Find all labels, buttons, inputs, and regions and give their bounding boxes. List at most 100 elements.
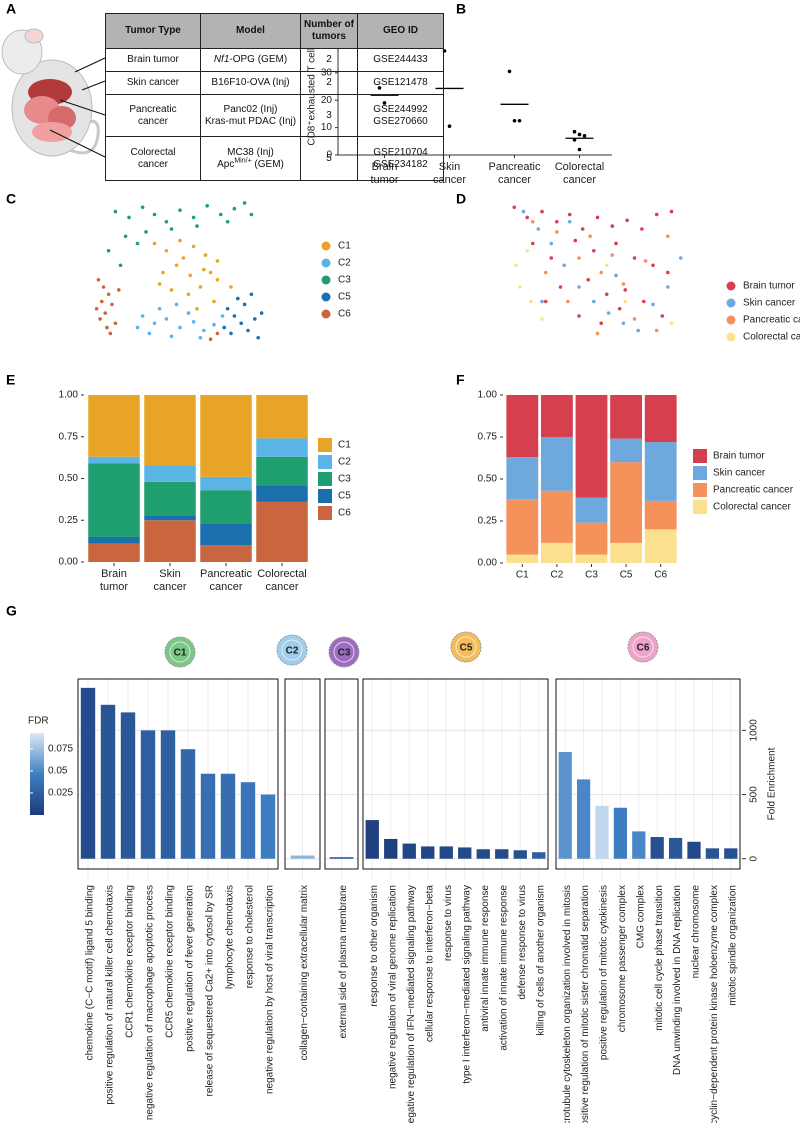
- bar-segment: [200, 545, 252, 562]
- term-label: chemokine (C−C motif) ligand 5 binding: [85, 885, 96, 1060]
- point: [669, 209, 674, 214]
- x-tick-label: Colorectal cancer: [554, 161, 605, 186]
- term-label: response to other organism: [369, 885, 380, 1007]
- point: [152, 241, 157, 246]
- legend-label: C3: [338, 474, 351, 485]
- point: [521, 209, 526, 214]
- point: [540, 317, 544, 321]
- x-tick-label: C2: [551, 570, 564, 581]
- legend-label: Pancreatic cancer: [713, 485, 794, 496]
- x-tick-label: C3: [585, 570, 598, 581]
- point: [164, 219, 169, 224]
- legend-swatch: [693, 483, 707, 497]
- bar: [180, 749, 196, 859]
- point: [610, 253, 615, 257]
- geo-id: GSE270660: [373, 115, 428, 127]
- legend-label: C6: [338, 309, 351, 320]
- legend-label: C6: [338, 508, 351, 519]
- point: [169, 334, 174, 339]
- x-tick-label: Skin cancer: [432, 161, 467, 186]
- model-line: Panc02 (Inj): [223, 103, 278, 115]
- term-label: positive regulation of fever generation: [185, 885, 196, 1052]
- bar-segment: [644, 500, 677, 530]
- facet-label: C1: [174, 648, 187, 659]
- bar: [421, 846, 435, 859]
- point: [96, 277, 101, 282]
- geo-cell: GSE121478: [357, 71, 444, 95]
- model-cell: B16F10-OVA (Inj): [200, 71, 301, 95]
- bar-segment: [506, 554, 539, 563]
- point: [147, 331, 152, 336]
- term-label: DNA unwinding involved in DNA replicatio…: [672, 885, 683, 1075]
- mouse-illustration: [1, 28, 106, 158]
- point: [242, 302, 247, 307]
- point: [144, 230, 148, 234]
- legend-label: Skin cancer: [713, 468, 766, 479]
- panel-label: D: [456, 191, 466, 207]
- term-label: nuclear chromosome: [691, 885, 702, 979]
- bar: [595, 805, 609, 859]
- legend-label: C1: [338, 440, 351, 451]
- legend-label: C5: [338, 491, 351, 502]
- bar-segment: [88, 395, 140, 457]
- point: [525, 248, 529, 253]
- color-scale-title: FDR: [28, 716, 49, 727]
- point: [558, 285, 563, 289]
- facet-label: C5: [460, 643, 473, 654]
- point: [518, 285, 522, 289]
- y-tick-label: 1.00: [478, 390, 498, 401]
- point: [152, 321, 157, 326]
- point: [514, 263, 518, 268]
- point: [562, 263, 566, 268]
- facet: [284, 678, 321, 880]
- model-part: Nf1: [213, 54, 230, 65]
- legend-label: Brain tumor: [743, 281, 795, 292]
- point: [106, 248, 111, 253]
- bar-segment: [575, 395, 608, 498]
- x-tick-label: Pancreatic cancer: [488, 161, 541, 186]
- dataset-table: Tumor Type Model Number of tumors GEO ID Bra…: [105, 13, 444, 181]
- panel-label: A: [6, 1, 16, 17]
- y-tick-label: 0.25: [59, 515, 79, 526]
- bar: [290, 855, 315, 859]
- header-cell: Number of tumors: [300, 13, 358, 49]
- bar-segment: [144, 520, 196, 562]
- term-label: mitotic cell cycle phase transition: [654, 885, 665, 1031]
- x-tick-label: Colorectal cancer: [257, 568, 307, 593]
- point: [623, 299, 628, 304]
- bar: [476, 849, 490, 859]
- dot: [507, 69, 512, 74]
- point: [549, 241, 554, 246]
- bar-segment: [200, 490, 252, 524]
- dot: [517, 118, 522, 123]
- point: [580, 227, 585, 231]
- cell-icon-nucleus: [281, 639, 303, 661]
- y-tick-label: 0.25: [478, 516, 498, 527]
- legend-label: Colorectal cancer: [743, 332, 800, 343]
- point: [577, 314, 581, 318]
- y-tick-label: 1.00: [59, 390, 79, 401]
- model-part: (GEM): [251, 158, 284, 170]
- bar: [220, 773, 236, 859]
- tumor-type-cell: Pancreatic cancer: [105, 94, 201, 137]
- point: [632, 256, 637, 260]
- bar-segment: [644, 529, 677, 563]
- point: [614, 241, 618, 246]
- tumor-type-cell: Colorectal cancer: [105, 136, 201, 181]
- bar-segment: [540, 542, 573, 563]
- point: [249, 292, 254, 297]
- point: [198, 285, 203, 289]
- bar: [724, 848, 738, 859]
- panel-label: B: [456, 1, 466, 17]
- term-label: CCR1 chemokine receptor binding: [125, 885, 136, 1038]
- table-container: Tumor Type Model Number of tumors GEO ID Bra…: [105, 13, 444, 181]
- legend-swatch: [318, 455, 332, 469]
- dot: [512, 118, 517, 123]
- term-label: antiviral innate immune response: [480, 885, 491, 1032]
- point: [543, 299, 548, 304]
- legend-label: Pancreatic cancer: [743, 315, 800, 326]
- term-label: negative regulation of viral genome repl…: [387, 885, 398, 1089]
- table-row: Brain tumor Nf1-OPG (GEM) 2 GSE244433: [105, 48, 444, 72]
- model-line: MC38 (Inj): [227, 146, 274, 158]
- point: [135, 325, 140, 330]
